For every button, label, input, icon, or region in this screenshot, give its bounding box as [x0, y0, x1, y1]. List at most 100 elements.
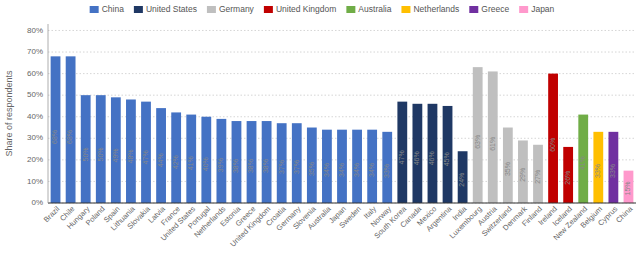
bar [473, 67, 483, 203]
x-axis-line [48, 203, 636, 204]
bar [156, 108, 166, 203]
legend-item: Netherlands [401, 4, 459, 14]
data-label: 38% [232, 159, 239, 173]
y-tick-label: 10% [27, 177, 43, 186]
legend-label: Australia [358, 4, 391, 14]
data-label: 41% [187, 156, 194, 170]
data-label: 61% [489, 137, 496, 151]
bar [548, 74, 558, 203]
bars [51, 56, 634, 203]
bar [96, 95, 106, 203]
legend-swatch [401, 6, 410, 13]
bar [66, 56, 76, 203]
bar [307, 128, 317, 203]
legend-item: Australia [346, 4, 391, 14]
data-label: 39% [217, 158, 224, 172]
legend-swatch [207, 6, 216, 13]
y-axis-label: Share of respondents [4, 70, 14, 157]
bar [458, 151, 468, 203]
legend-item: Greece [469, 4, 509, 14]
data-label: 37% [278, 160, 285, 174]
bar [322, 130, 332, 203]
data-label: 50% [97, 147, 104, 161]
data-label: 42% [172, 155, 179, 169]
data-label: 45% [443, 152, 450, 166]
legend-label: Germany [219, 4, 255, 14]
grid [48, 30, 636, 203]
data-label: 15% [624, 181, 631, 195]
grid-line [48, 73, 636, 74]
data-label: 33% [594, 164, 601, 178]
data-label: 26% [564, 171, 571, 185]
bar [578, 115, 588, 203]
grid-line [48, 116, 636, 117]
y-tick-label: 30% [27, 133, 43, 142]
data-label: 47% [398, 150, 405, 164]
data-label: 34% [338, 163, 345, 177]
data-label: 34% [353, 163, 360, 177]
bar [141, 102, 151, 203]
data-label: 37% [293, 160, 300, 174]
legend: China United States Germany United Kingdom A… [90, 4, 555, 14]
bar [171, 112, 181, 203]
data-label: 38% [247, 159, 254, 173]
legend-swatch [264, 6, 273, 13]
data-label: 38% [262, 159, 269, 173]
data-label: 68% [66, 130, 73, 144]
bar [428, 104, 438, 203]
legend-item: United Kingdom [264, 4, 336, 14]
bar [292, 123, 302, 203]
bar [608, 132, 618, 203]
data-label: 60% [549, 138, 556, 152]
data-label: 41% [579, 156, 586, 170]
y-tick-label: 70% [27, 47, 43, 56]
bar [624, 171, 634, 203]
data-label: 27% [534, 170, 541, 184]
data-label: 47% [142, 150, 149, 164]
legend-label: China [102, 4, 124, 14]
legend-label: United States [146, 4, 197, 14]
y-tick-label: 50% [27, 90, 43, 99]
data-label: 29% [519, 168, 526, 182]
bar [247, 121, 257, 203]
data-label: 63% [474, 135, 481, 149]
bar [503, 128, 513, 203]
legend-swatch [134, 6, 143, 13]
bar [488, 71, 498, 203]
grid-line [48, 30, 636, 31]
bar [518, 140, 528, 203]
bar [443, 106, 453, 203]
bar [563, 147, 573, 203]
data-label: 33% [383, 164, 390, 178]
bar [126, 99, 136, 203]
legend-label: Japan [531, 4, 554, 14]
legend-label: Netherlands [413, 4, 459, 14]
page: {"chart_data": { "type": "bar", "ylabel"… [0, 0, 644, 267]
data-label: 34% [323, 163, 330, 177]
x-tick-label: China [614, 204, 635, 225]
y-axis-line [48, 24, 49, 203]
data-label: 49% [112, 148, 119, 162]
data-label: 68% [51, 130, 58, 144]
y-tick-label: 80% [27, 26, 43, 35]
data-label: 46% [413, 151, 420, 165]
bar [51, 56, 61, 203]
legend-swatch [90, 6, 99, 13]
bar [111, 97, 121, 203]
grid-line [48, 52, 636, 53]
grid-line [48, 203, 636, 204]
data-label: 35% [504, 162, 511, 176]
legend-item: Germany [207, 4, 255, 14]
x-tick-label: United Kingdom [228, 204, 272, 248]
x-tick-label: Brazil [42, 204, 62, 224]
data-label: 40% [202, 157, 209, 171]
bar [216, 119, 226, 203]
bar [201, 117, 211, 203]
bar [533, 145, 543, 203]
x-tick-label: Argentina [424, 204, 454, 234]
bar [232, 121, 242, 203]
y-tick-label: 0% [31, 198, 43, 207]
legend-swatch [469, 6, 478, 13]
data-label: 48% [127, 149, 134, 163]
bar [186, 115, 196, 203]
